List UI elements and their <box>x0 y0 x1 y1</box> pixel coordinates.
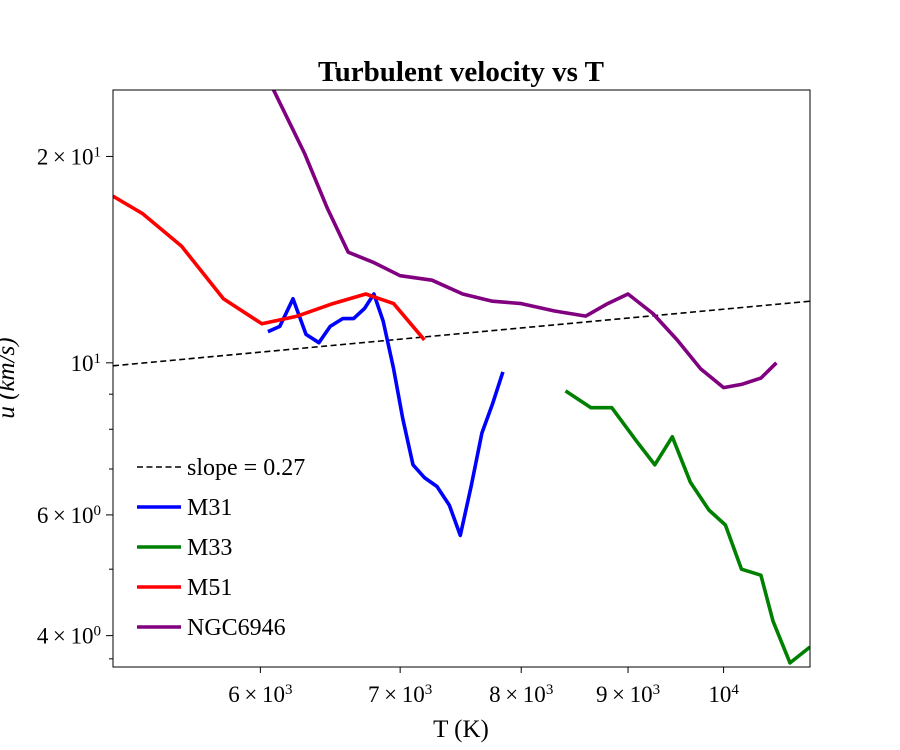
x-tick-label: 8 × 103 <box>489 682 553 707</box>
legend-label: slope = 0.27 <box>187 455 305 481</box>
x-tick-label: 7 × 103 <box>368 682 432 707</box>
series-line-m51 <box>113 194 426 342</box>
legend: slope = 0.27 M31 M33 M51 NGC6946 <box>137 455 305 641</box>
legend-label: NGC6946 <box>187 615 286 641</box>
x-tick-label: 104 <box>708 682 739 707</box>
x-axis-ticks: 6 × 103 7 × 103 8 × 103 9 × 103 104 <box>228 667 739 707</box>
chart-title: Turbulent velocity vs T <box>318 56 604 88</box>
legend-label: M31 <box>187 495 232 521</box>
series-line-ngc6946 <box>271 90 778 390</box>
series-line-slope-0-27 <box>113 300 810 367</box>
y-tick-label: 2 × 101 <box>37 144 101 169</box>
y-axis-ticks: 4 × 100 6 × 100 101 2 × 101 <box>37 144 113 660</box>
y-tick-label: 4 × 100 <box>37 624 101 649</box>
series-layer <box>113 90 810 665</box>
y-tick-label: 101 <box>71 351 102 376</box>
x-tick-label: 9 × 103 <box>596 682 660 707</box>
legend-label: M33 <box>187 535 232 561</box>
x-tick-label: 6 × 103 <box>228 682 292 707</box>
y-axis-label: u (km/s) <box>0 337 20 418</box>
x-axis-label: T (K) <box>433 716 489 743</box>
legend-label: M51 <box>187 575 232 601</box>
plot-frame <box>112 89 811 668</box>
series-line-m31 <box>267 292 505 538</box>
y-tick-label: 6 × 100 <box>37 503 101 528</box>
series-line-m33 <box>564 389 810 665</box>
